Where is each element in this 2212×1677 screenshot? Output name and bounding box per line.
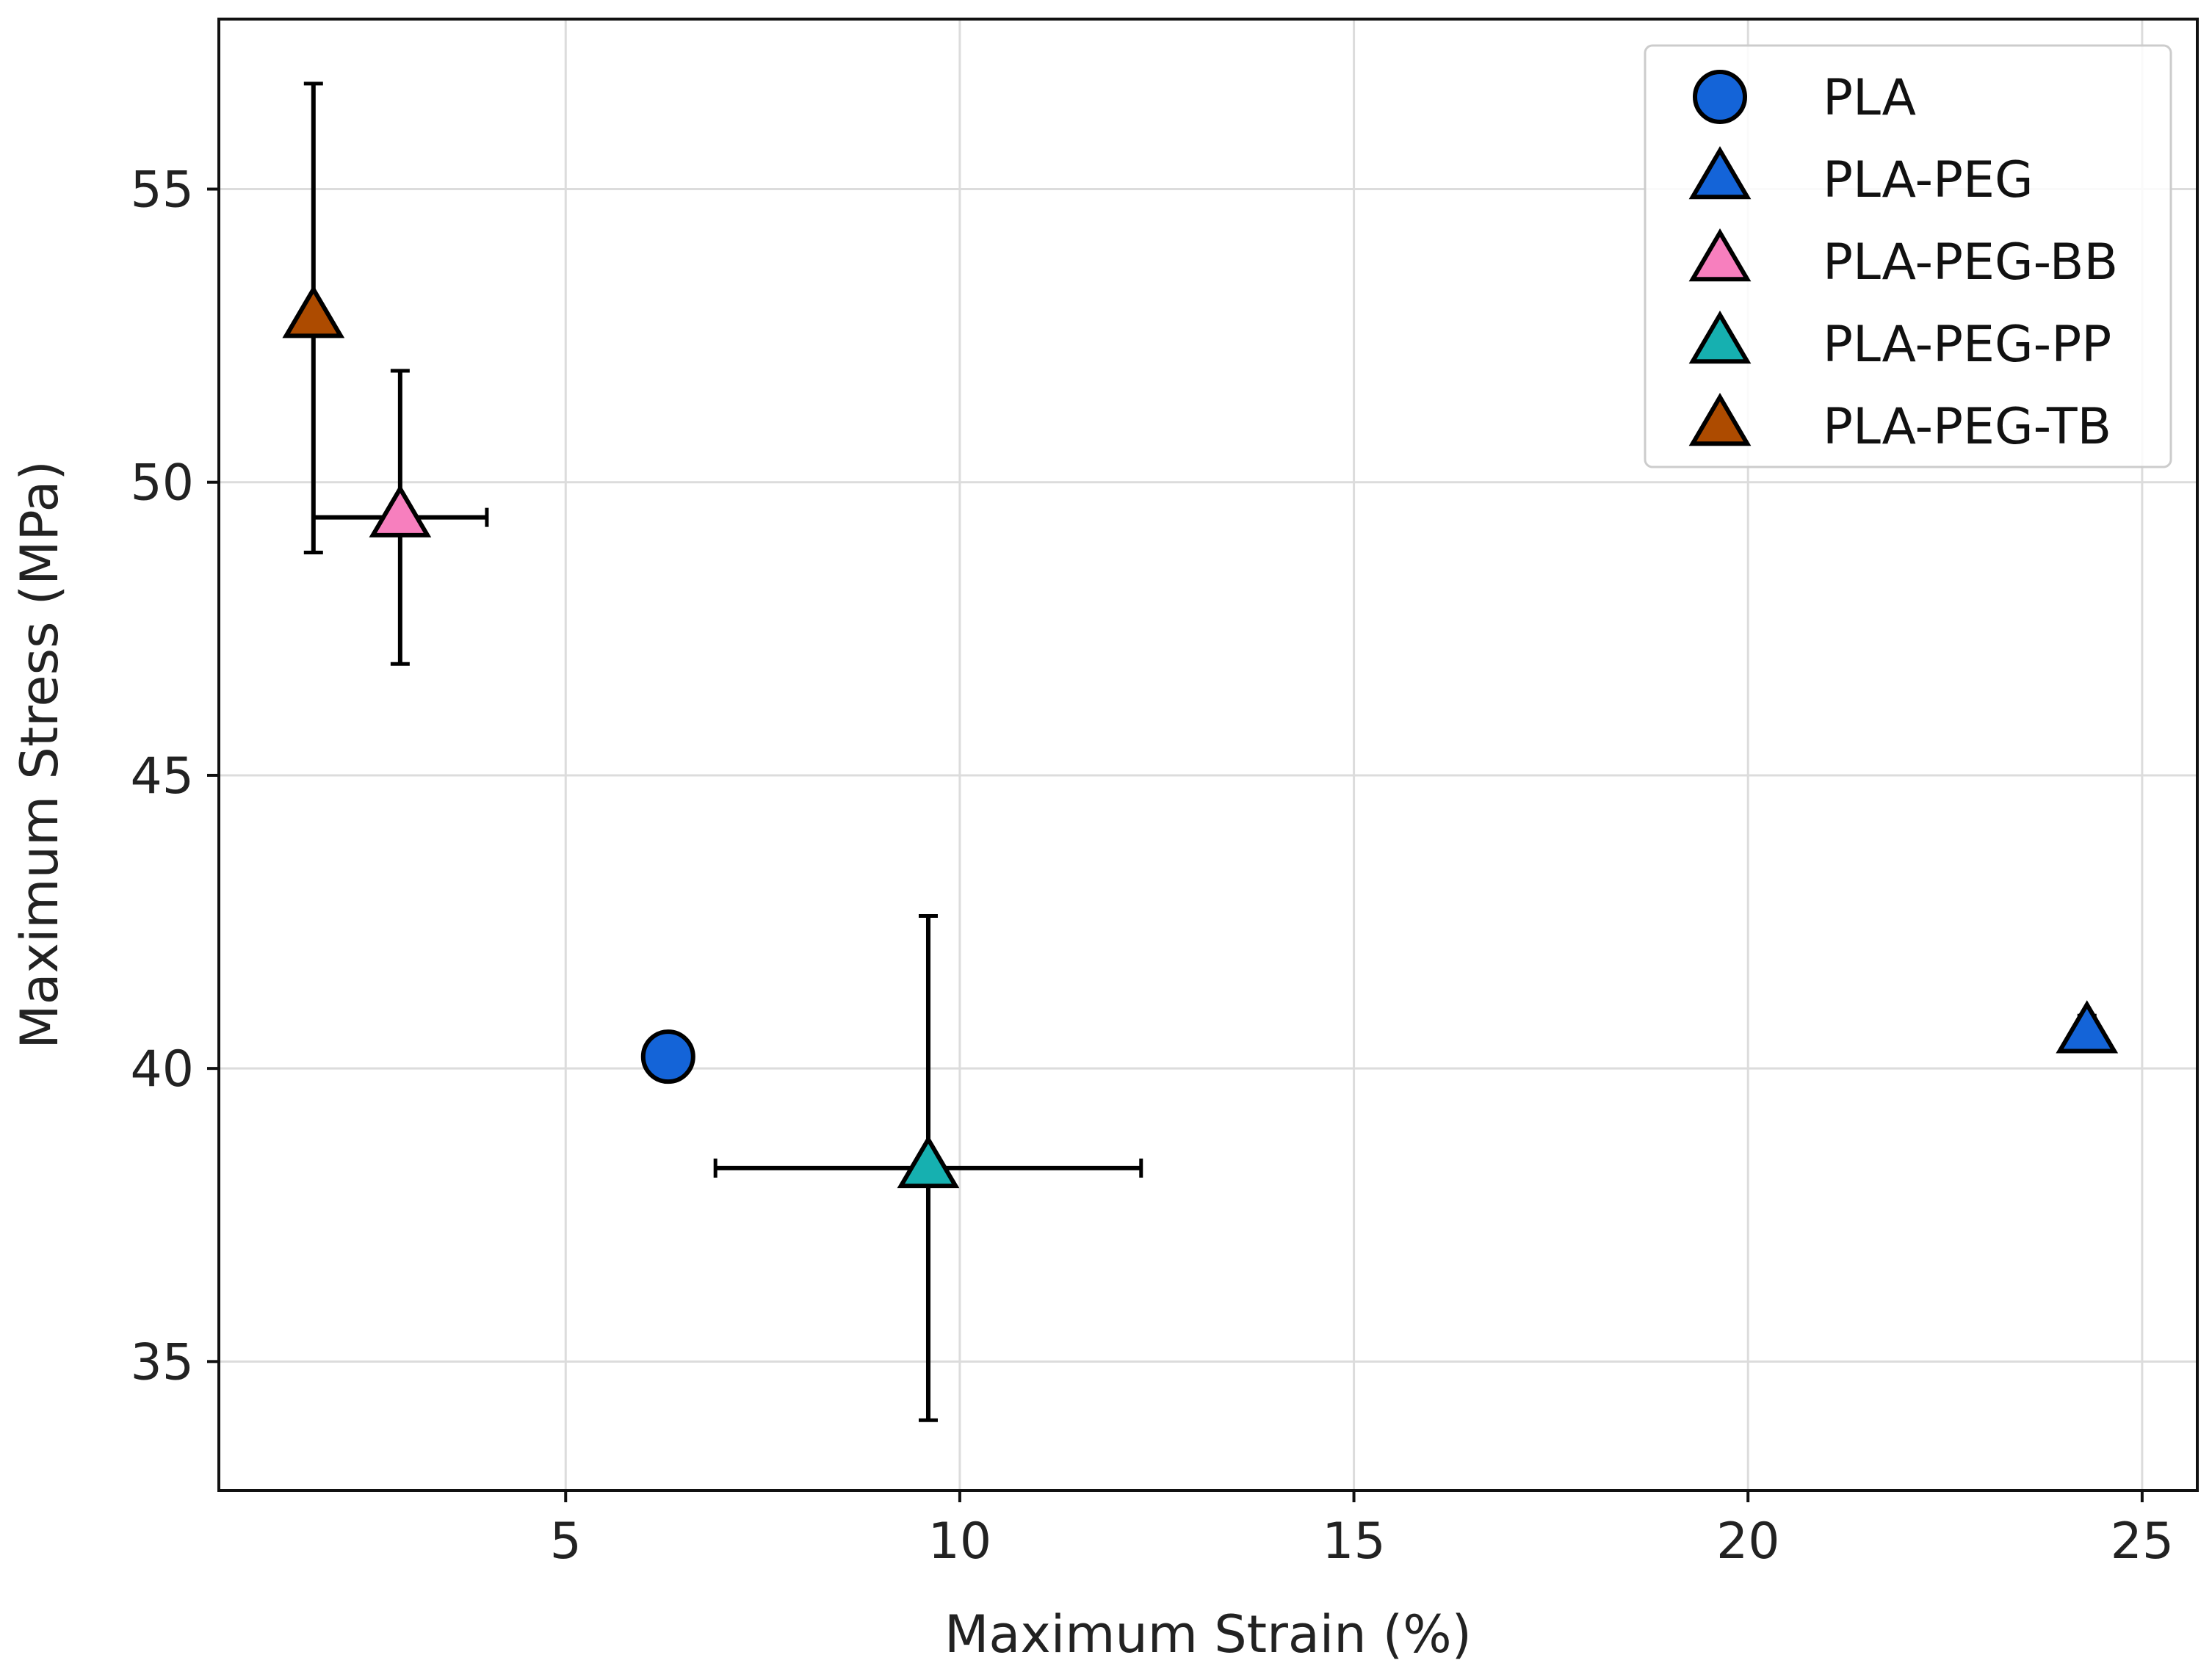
x-tick-label-20: 20	[1716, 1513, 1780, 1571]
point-pla-peg	[2056, 1000, 2119, 1054]
legend-marker-pla-peg-bb	[1688, 228, 1752, 282]
plot-frame	[217, 18, 2199, 1492]
legend-label-pla: PLA	[1823, 69, 1916, 127]
point-pla-peg-bb	[369, 484, 432, 537]
data-points	[282, 285, 2119, 1189]
legend-marker-pla	[1693, 70, 1747, 124]
x-tick-label-10: 10	[928, 1513, 992, 1571]
axis-ticks: 5 10 15 20 25 35 40 45 50 55	[130, 162, 2174, 1571]
y-tick-label-55: 55	[130, 162, 194, 220]
legend-label-pla-peg-tb: PLA-PEG-TB	[1823, 398, 2111, 456]
point-pla-peg-tb	[282, 285, 345, 338]
legend-label-pla-peg-bb: PLA-PEG-BB	[1823, 233, 2118, 291]
point-pla-peg-pp	[897, 1134, 960, 1189]
legend: PLA PLA-PEG PLA-PEG-BB PLA-PEG-PP PLA-PEG-TB	[1644, 44, 2172, 468]
y-axis-title: Maximum Stress (MPa)	[10, 460, 70, 1049]
y-tick-label-40: 40	[130, 1040, 194, 1098]
legend-marker-pla-peg	[1688, 145, 1752, 200]
x-tick-label-25: 25	[2111, 1513, 2175, 1571]
x-tick-label-15: 15	[1322, 1513, 1386, 1571]
legend-box	[1644, 44, 2172, 468]
y-tick-label-35: 35	[130, 1333, 194, 1391]
legend-marker-pla-peg-tb	[1688, 392, 1752, 446]
x-tick-label-5: 5	[550, 1513, 582, 1571]
x-axis-title: Maximum Strain (%)	[944, 1604, 1472, 1665]
legend-label-pla-peg-pp: PLA-PEG-PP	[1823, 316, 2111, 374]
y-tick-label-50: 50	[130, 454, 194, 512]
point-pla	[640, 1029, 695, 1084]
y-tick-label-45: 45	[130, 747, 194, 805]
legend-marker-pla-peg-pp	[1688, 310, 1752, 364]
legend-label-pla-peg: PLA-PEG	[1823, 151, 2034, 209]
